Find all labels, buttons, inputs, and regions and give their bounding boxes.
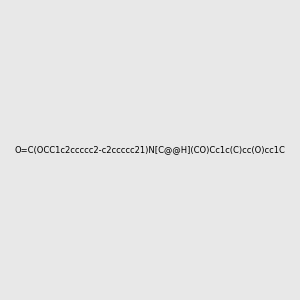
Text: O=C(OCC1c2ccccc2-c2ccccc21)N[C@@H](CO)Cc1c(C)cc(O)cc1C: O=C(OCC1c2ccccc2-c2ccccc21)N[C@@H](CO)Cc… (15, 146, 285, 154)
